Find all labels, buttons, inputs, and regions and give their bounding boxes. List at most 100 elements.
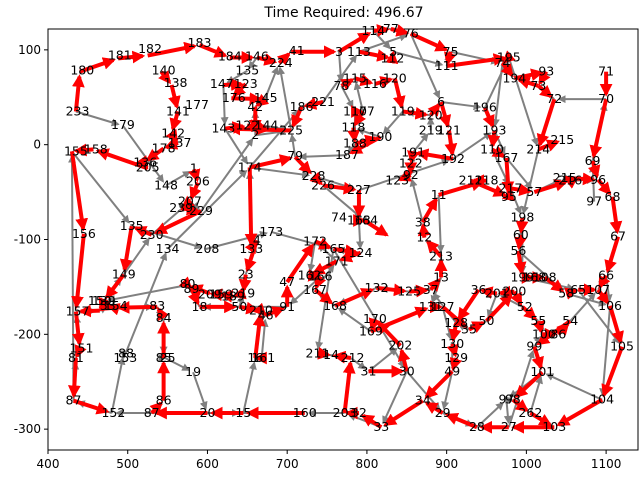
node-label: 179 [111, 117, 135, 132]
node-label: 171 [325, 253, 349, 268]
node-label: 50 [231, 299, 247, 314]
route-line [385, 50, 399, 65]
route-line [444, 51, 457, 66]
node-label: 129 [444, 350, 468, 365]
route-line [117, 50, 146, 64]
route-line [95, 148, 149, 171]
edge-line [486, 293, 498, 318]
edge-line [350, 357, 367, 370]
node-label: 206 [186, 174, 210, 189]
node-label: 146 [245, 48, 269, 63]
node-label: 178 [152, 140, 176, 155]
node-label: 199 [510, 269, 534, 284]
node-label: 68 [605, 189, 621, 204]
edge-line [367, 347, 398, 373]
route-line [601, 345, 624, 398]
node-label: 189 [221, 288, 245, 303]
y-tick-label: 0 [33, 138, 41, 152]
node-label: 12 [416, 230, 432, 245]
node-label: 145 [254, 90, 278, 105]
node-label: 3 [335, 44, 343, 59]
route-line [609, 196, 623, 235]
x-tick-label: 800 [355, 457, 378, 471]
route-line [536, 319, 572, 346]
node-label: 154 [104, 298, 128, 313]
edge-line [200, 137, 254, 212]
route-line [500, 61, 514, 78]
x-tick-label: 600 [196, 457, 219, 471]
route-line [133, 226, 153, 238]
route-line [293, 155, 312, 175]
node-label: 135 [120, 218, 144, 233]
route-line [587, 160, 601, 179]
node-label: 108 [533, 269, 557, 284]
route-line [597, 274, 611, 290]
route-line [368, 317, 381, 332]
node-label: 170 [363, 311, 387, 326]
node-label: 74 [331, 210, 347, 225]
route-line [249, 154, 293, 170]
node-label: 180 [70, 63, 94, 78]
route-line [537, 84, 554, 99]
node-label: 103 [542, 419, 566, 434]
edge-line [71, 150, 130, 224]
node-label: 156 [72, 226, 96, 241]
node-label: 139 [92, 293, 116, 308]
node-label: 79 [287, 148, 303, 163]
node-label: 148 [154, 177, 178, 192]
y-tick-label: -200 [14, 327, 41, 341]
route-line [415, 148, 454, 162]
node-label: 14 [323, 347, 339, 362]
route-line [156, 306, 170, 322]
node-label: 55 [530, 313, 546, 328]
node-label: 212 [341, 350, 365, 365]
node-label: 118 [341, 120, 365, 135]
node-label: 76 [403, 26, 419, 41]
edge-line [529, 375, 543, 414]
y-tick-label: 100 [18, 43, 41, 57]
node-label: 215 [550, 132, 574, 147]
route-line [314, 275, 327, 290]
edge-line [277, 66, 293, 131]
node-label: 32 [351, 405, 367, 420]
node-label: 150 [88, 293, 112, 308]
node-label: 127 [431, 299, 455, 314]
edge-line [372, 30, 391, 50]
node-label: 27 [501, 419, 517, 434]
route-line [513, 250, 527, 276]
route-line [72, 398, 110, 415]
node-label: 157 [66, 304, 90, 319]
node-label: 122 [235, 118, 259, 133]
node-label: 200 [502, 284, 526, 299]
node-label: 151 [70, 341, 94, 356]
edge-line [382, 110, 404, 135]
node-label: 144 [255, 118, 279, 133]
node-label: 132 [365, 280, 389, 295]
route-line [358, 49, 391, 62]
node-label: 160 [293, 405, 317, 420]
node-label: 119 [391, 103, 415, 118]
route-line [397, 169, 412, 182]
node-label: 54 [562, 313, 578, 328]
node-label: 65 [570, 282, 586, 297]
route-line [178, 276, 193, 290]
node-label: 95 [501, 189, 517, 204]
route-line [564, 287, 579, 300]
route-line [303, 97, 324, 110]
route-line [529, 411, 553, 427]
route-line [376, 283, 407, 297]
route-line [67, 357, 81, 399]
route-line [438, 101, 452, 129]
route-line [608, 305, 624, 345]
route-line [425, 239, 443, 258]
route-line [149, 401, 163, 415]
node-label: 195 [497, 49, 521, 64]
node-label: 217 [499, 180, 523, 195]
node-label: 262 [518, 405, 542, 420]
node-label: 169 [359, 323, 383, 338]
route-line [79, 57, 116, 74]
node-label: 163 [347, 213, 371, 228]
edge-line [412, 133, 429, 153]
route-line [514, 234, 527, 251]
